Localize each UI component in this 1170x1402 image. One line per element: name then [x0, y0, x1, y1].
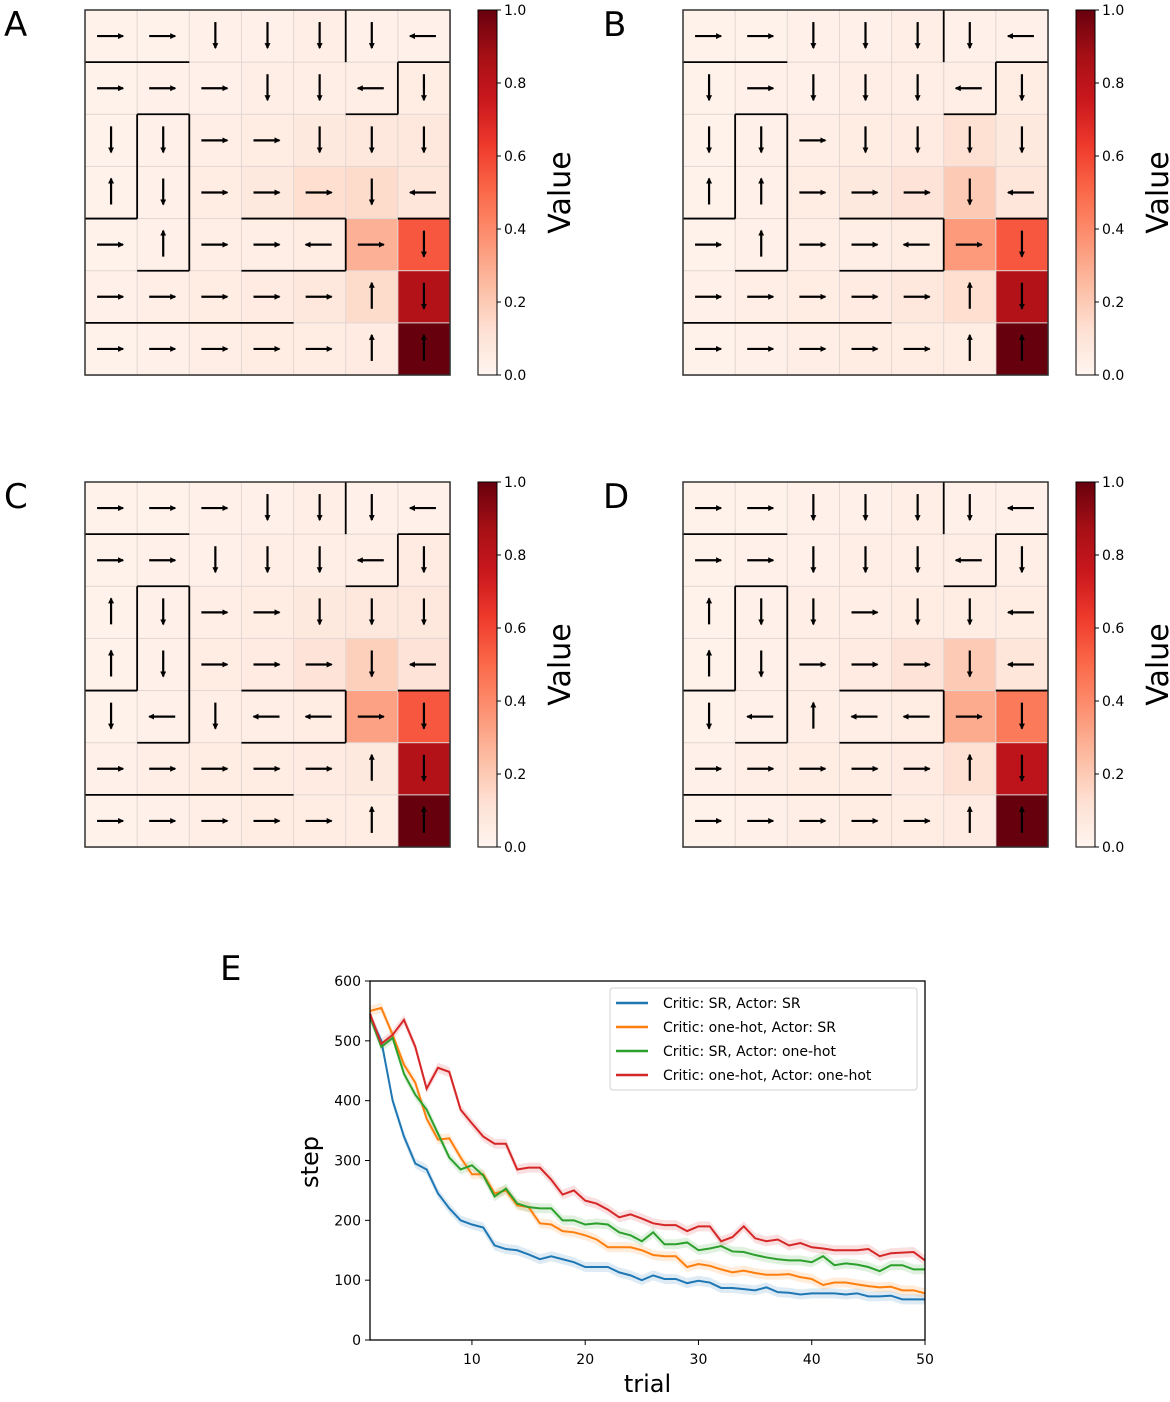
colorbar-tick-label: 0.8 — [1102, 76, 1124, 92]
colorbar-tick-label: 0.2 — [1102, 767, 1124, 783]
colorbar-tick-label: 0.4 — [1102, 222, 1124, 238]
heatmap-cell — [397, 165, 452, 220]
legend-entry: Critic: SR, Actor: one-hot — [663, 1044, 836, 1060]
colorbar-tick-label: 0.6 — [1102, 621, 1124, 637]
legend-entry: Critic: one-hot, Actor: one-hot — [663, 1068, 872, 1084]
grid-border — [84, 9, 451, 376]
colorbar-tick-label: 0.4 — [504, 222, 526, 238]
panel-a: A 0.0 0.2 0.4 0.6 0.8 1.0 Value — [4, 3, 578, 384]
colorbar-tick-label: 0.0 — [504, 840, 526, 856]
legend: Critic: SR, Actor: SR Critic: one-hot, Ac… — [609, 987, 918, 1091]
heatmap-cell — [786, 61, 841, 116]
colorbar-tick-label: 0.0 — [1102, 368, 1124, 384]
colorbar-tick-label: 0.6 — [1102, 149, 1124, 165]
colorbar-tick-label: 0.2 — [1102, 295, 1124, 311]
y-tick-label: 600 — [334, 974, 361, 990]
legend-entry: Critic: one-hot, Actor: SR — [663, 1020, 836, 1036]
colorbar — [1075, 9, 1096, 376]
panel-letter: B — [603, 5, 626, 45]
colorbar-tick-label: 0.8 — [504, 76, 526, 92]
panel-c: C 0.0 0.2 0.4 0.6 0.8 1.0 Value — [4, 475, 578, 856]
panel-d: D 0.0 0.2 0.4 0.6 0.8 1.0 Value — [603, 475, 1170, 856]
legend-entry: Critic: SR, Actor: SR — [663, 996, 801, 1012]
y-tick-label: 400 — [334, 1094, 361, 1110]
x-tick-label: 50 — [916, 1352, 934, 1368]
panel-e: E 0 100 200 300 400 500 600 10 20 30 40 50 trial step C… — [220, 949, 934, 1398]
colorbar-tick-label: 1.0 — [1102, 475, 1124, 491]
y-tick-label: 0 — [352, 1333, 361, 1349]
colorbar-tick-label: 1.0 — [504, 3, 526, 19]
colorbar-tick-label: 0.4 — [504, 694, 526, 710]
y-tick-label: 200 — [334, 1213, 361, 1229]
series-line-3 — [369, 1013, 926, 1262]
y-axis-label: step — [296, 1136, 324, 1188]
x-tick-label: 40 — [803, 1352, 821, 1368]
colorbar-tick-label: 1.0 — [504, 475, 526, 491]
colorbar — [477, 481, 498, 848]
colorbar-tick-label: 0.0 — [504, 368, 526, 384]
panel-letter: A — [4, 5, 27, 45]
confidence-band — [370, 1008, 925, 1266]
colorbar-tick-label: 1.0 — [1102, 3, 1124, 19]
colorbar-tick-label: 0.8 — [504, 548, 526, 564]
panel-b: B 0.0 0.2 0.4 0.6 0.8 1.0 Value — [603, 3, 1170, 384]
series-line-2 — [369, 1016, 925, 1273]
y-tick-label: 300 — [334, 1154, 361, 1170]
grid-border — [84, 481, 451, 848]
colorbar-tick-label: 0.8 — [1102, 548, 1124, 564]
colorbar — [1075, 481, 1096, 848]
y-tick-label: 500 — [334, 1034, 361, 1050]
colorbar-label: Value — [543, 623, 578, 705]
x-tick-label: 10 — [463, 1352, 481, 1368]
colorbar-label: Value — [543, 151, 578, 233]
colorbar-tick-label: 0.6 — [504, 149, 526, 165]
colorbar-tick-label: 0.4 — [1102, 694, 1124, 710]
panel-letter: D — [603, 477, 629, 517]
grid-border — [682, 481, 1049, 848]
colorbar-label: Value — [1141, 623, 1170, 705]
series-line-1 — [369, 1006, 926, 1295]
colorbar-tick-label: 0.2 — [504, 767, 526, 783]
series-line-0 — [369, 1016, 925, 1301]
legend-box — [609, 987, 918, 1091]
x-axis-label: trial — [624, 1370, 671, 1398]
colorbar — [477, 9, 498, 376]
panel-letter: E — [220, 949, 241, 989]
x-tick-label: 20 — [576, 1352, 594, 1368]
colorbar-tick-label: 0.2 — [504, 295, 526, 311]
colorbar-tick-label: 0.0 — [1102, 840, 1124, 856]
panel-letter: C — [4, 477, 28, 517]
colorbar-tick-label: 0.6 — [504, 621, 526, 637]
x-tick-label: 30 — [690, 1352, 708, 1368]
colorbar-label: Value — [1141, 151, 1170, 233]
y-tick-label: 100 — [334, 1273, 361, 1289]
grid-border — [682, 9, 1049, 376]
